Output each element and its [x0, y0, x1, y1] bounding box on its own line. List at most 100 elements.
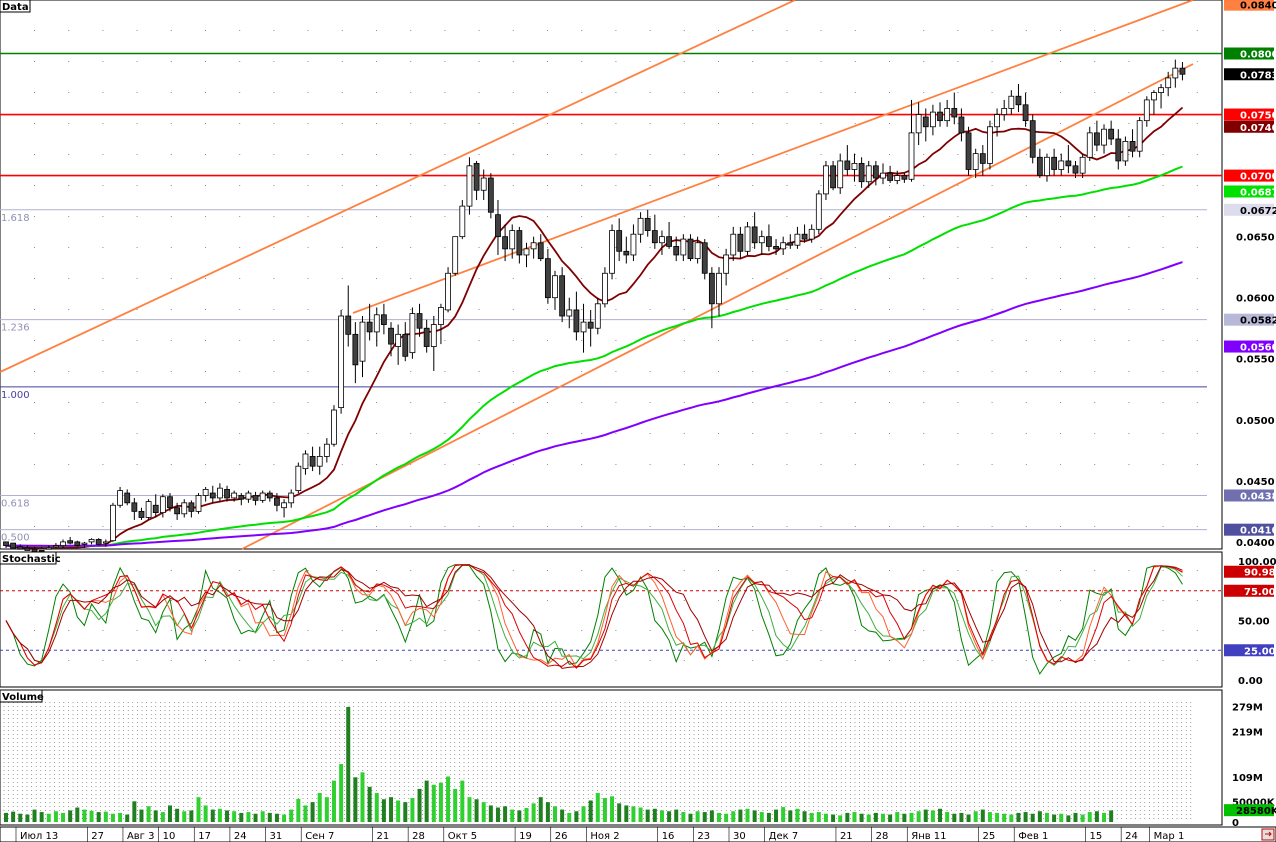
candle-body [45, 547, 52, 550]
candle [623, 236, 630, 264]
candle [110, 502, 116, 542]
volume-bar [160, 812, 165, 822]
volume-bar [132, 801, 137, 822]
price-badge-bg [1224, 313, 1274, 326]
volume-bar [474, 799, 479, 822]
fib-label: 1.000 [1, 390, 30, 401]
volume-bar [531, 803, 536, 822]
volume-bar [553, 806, 558, 822]
volume-bar [225, 810, 230, 822]
volume-bar [987, 812, 992, 822]
stoch-k-mid [5, 564, 1183, 669]
date-label: 24 [1125, 831, 1138, 842]
candle [53, 543, 59, 548]
candle-body [830, 165, 836, 189]
price-badge: 0.0560 [1224, 340, 1276, 354]
volume-bar [595, 793, 600, 822]
candle [509, 224, 516, 259]
volume-bar [667, 811, 672, 822]
price-badge-bg [1224, 185, 1274, 198]
candle-body [110, 504, 116, 542]
volume-bar [1102, 812, 1107, 822]
candle [594, 297, 601, 335]
volume-bar [189, 810, 194, 822]
candle [352, 322, 359, 384]
candle [266, 490, 273, 502]
date-label: Фев 1 [1018, 831, 1048, 842]
candle [288, 489, 295, 508]
candle-body [188, 502, 195, 512]
candle [323, 438, 330, 463]
volume-bar [574, 811, 579, 822]
candle-body [602, 272, 608, 305]
candle-body [716, 272, 722, 305]
candle [530, 236, 537, 259]
candle [979, 145, 986, 176]
date-label: 26 [555, 831, 568, 842]
stochastic-panel-title: Stochastic [2, 554, 61, 565]
volume-bar [888, 814, 893, 822]
volume-bar [766, 812, 771, 822]
candle [1015, 84, 1022, 113]
candle [145, 499, 152, 520]
candle-body [31, 548, 38, 553]
candle [402, 322, 409, 362]
candle [188, 500, 195, 518]
volume-bar [1073, 812, 1078, 822]
stoch-tick-label: 100.00 [1238, 557, 1276, 568]
volume-bar [146, 806, 151, 822]
candle-body [594, 303, 601, 329]
candle-body [651, 230, 658, 244]
candle [17, 544, 24, 550]
candle [1086, 126, 1093, 161]
candle-body [1044, 156, 1050, 177]
candle [965, 126, 972, 176]
candle [823, 160, 829, 201]
price-badge-bg [1224, 340, 1274, 353]
candle [245, 490, 252, 503]
candle-body [266, 492, 273, 499]
volume-bar [167, 805, 172, 822]
candle [552, 270, 558, 310]
candle-body [302, 453, 309, 470]
candle-body [1029, 120, 1036, 158]
candle-body [758, 236, 765, 244]
volume-bar [196, 797, 201, 822]
candle [259, 490, 266, 503]
fib-label: 1.618 [1, 213, 30, 224]
volume-bar [717, 812, 721, 822]
volume-panel-title: Volume [2, 692, 44, 703]
volume-bar [966, 814, 971, 822]
channel-line [352, 0, 1194, 314]
candle [666, 221, 672, 249]
candle-body [951, 108, 958, 118]
candle [609, 224, 615, 280]
volume-bar [203, 805, 208, 822]
candle [373, 307, 380, 347]
date-label: Мар 1 [1154, 831, 1185, 842]
stoch-d-slow [5, 564, 1183, 669]
candle-body [224, 488, 230, 499]
candle [951, 92, 958, 125]
volume-bar [802, 811, 807, 822]
candle [1158, 84, 1164, 109]
volume-bar [1016, 812, 1021, 822]
candle-body [495, 214, 501, 238]
candle [202, 486, 209, 502]
candle-body [516, 230, 523, 256]
volume-bar [538, 797, 543, 822]
volume-bar [781, 807, 786, 822]
volume-bar [25, 814, 30, 822]
candle-body [466, 165, 473, 207]
candle-body [530, 242, 537, 250]
volume-bar [267, 812, 272, 822]
candle-body [452, 236, 459, 274]
candle [216, 483, 223, 502]
candle [174, 502, 181, 520]
candle [1136, 116, 1143, 158]
volume-bar [46, 813, 51, 822]
volume-bar [517, 810, 522, 822]
candle-body [252, 495, 259, 501]
candle [780, 236, 787, 255]
